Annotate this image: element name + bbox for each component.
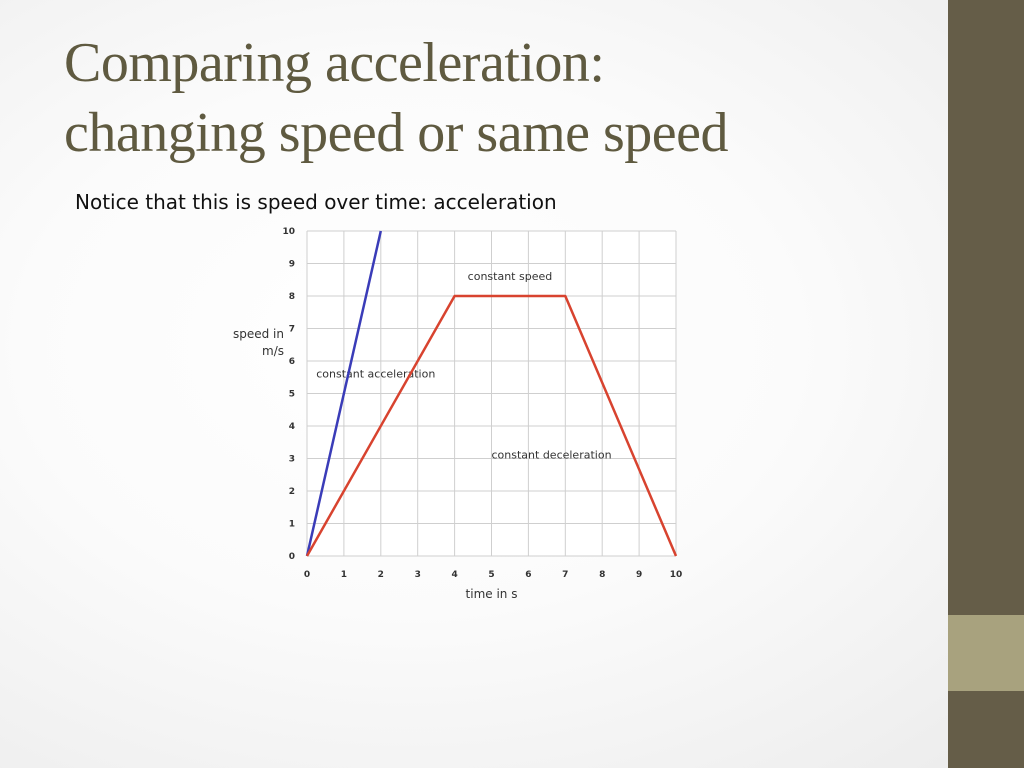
title-line-1: Comparing acceleration: [64, 32, 605, 94]
y-tick-label: 1 [289, 520, 295, 530]
y-tick-label: 2 [289, 487, 295, 497]
x-axis-label: time in s [466, 587, 518, 601]
x-tick-label: 0 [304, 570, 310, 580]
chart-annotation: constant speed [468, 270, 553, 283]
series-line-1 [305, 230, 383, 557]
title-line-2: changing speed or same speed [64, 102, 729, 164]
x-tick-label: 1 [341, 570, 347, 580]
x-tick-label: 8 [599, 570, 605, 580]
chart-annotation: constant deceleration [492, 449, 612, 462]
y-tick-label: 4 [289, 422, 295, 432]
x-tick-label: 2 [378, 570, 384, 580]
x-tick-label: 10 [670, 570, 683, 580]
slide-subtitle: Notice that this is speed over time: acc… [75, 190, 557, 214]
y-tick-label: 5 [289, 390, 295, 400]
y-tick-label: 9 [289, 260, 295, 270]
y-tick-label: 10 [282, 227, 295, 237]
y-tick-label: 3 [289, 455, 295, 465]
x-tick-label: 6 [525, 570, 531, 580]
x-tick-label: 7 [562, 570, 568, 580]
y-tick-label: 6 [289, 357, 295, 367]
x-tick-label: 4 [451, 570, 457, 580]
x-tick-label: 9 [636, 570, 642, 580]
series-line-2 [305, 294, 678, 557]
y-axis-label-line2: m/s [262, 344, 284, 358]
x-tick-label: 5 [488, 570, 494, 580]
x-tick-label: 3 [415, 570, 421, 580]
chart-annotation: constant acceleration [316, 367, 435, 380]
side-accent-block [948, 615, 1024, 691]
y-tick-label: 7 [289, 325, 295, 335]
y-tick-label: 0 [289, 552, 295, 562]
slide-title: Comparing acceleration: changing speed o… [64, 28, 934, 168]
y-tick-label: 8 [289, 292, 295, 302]
y-axis-label-line1: speed in [233, 327, 284, 341]
